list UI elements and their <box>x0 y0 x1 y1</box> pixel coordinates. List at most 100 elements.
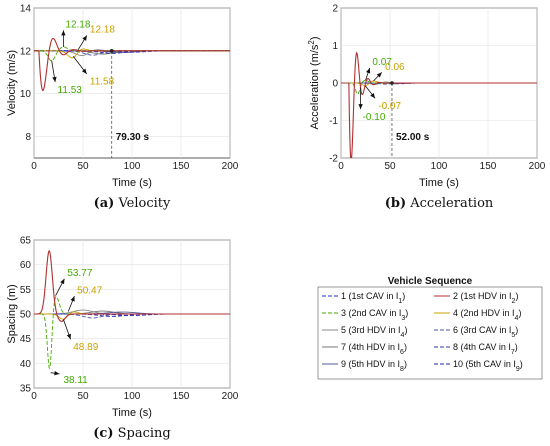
y-tick-label: 45 <box>20 334 32 345</box>
x-tick-label: 0 <box>338 161 344 172</box>
annotation-arrowhead <box>366 68 371 74</box>
annotation-label: 50.47 <box>77 285 102 296</box>
annotation-label: 0.06 <box>385 62 405 73</box>
annotation-arrowhead <box>358 104 363 110</box>
annotation-arrowhead <box>376 72 382 78</box>
y-tick-label: -2 <box>329 154 338 165</box>
velocity-panel: 0 50 100 150 200 8 10 12 14 79.30 s 12.18 12.18 11.… <box>6 4 239 212</box>
y-tick-label: 2 <box>332 4 338 15</box>
spacing-series <box>34 249 230 370</box>
velocity-grid <box>33 7 231 158</box>
legend-label-8: 8 (4th CAV in I7) <box>453 342 518 356</box>
velocity-annotations: 79.30 s 12.18 12.18 11.53 11.58 <box>51 19 150 158</box>
legend-label-1: 1 (1st CAV in I1) <box>341 291 405 305</box>
acceleration-panel: 0 50 100 150 200 -2 -1 0 1 2 52.00 s 0.070.06 -0.07… <box>307 4 546 212</box>
velocity-caption-text: Velocity <box>117 196 171 211</box>
annotation-arrowhead <box>66 333 71 340</box>
annotation-label: 38.11 <box>63 375 88 386</box>
x-tick-label: 0 <box>31 161 37 172</box>
x-tick-label: 200 <box>529 161 546 172</box>
acceleration-caption: (b) Acceleration <box>385 196 494 211</box>
annotation-label: 53.77 <box>67 268 92 279</box>
annotation-arrowhead <box>81 68 87 74</box>
y-tick-label: -1 <box>329 116 338 127</box>
acceleration-annotations: 52.00 s 0.070.06 -0.07-0.10 <box>358 57 430 158</box>
annotation-arrowhead <box>70 296 75 302</box>
annotation-arrowhead <box>61 30 66 36</box>
velocity-caption-letter: (a) <box>94 196 115 211</box>
spacing-annotations: 53.77 50.47 48.89 38.11 <box>50 268 103 386</box>
x-tick-label: 50 <box>384 161 396 172</box>
x-tick-label: 0 <box>31 391 37 402</box>
y-tick-label: 8 <box>25 132 31 143</box>
annotation-arrowhead <box>60 278 65 285</box>
y-tick-label: 60 <box>20 260 32 271</box>
spacing-ticks: 0 50 100 150 200 35 40 45 50 55 60 65 <box>20 236 239 403</box>
legend-items: 1 (1st CAV in I1) 2 (1st HDV in I2) 3 (2nd… <box>322 291 523 373</box>
x-tick-label: 200 <box>222 391 239 402</box>
y-tick-label: 40 <box>20 359 32 370</box>
x-tick-label: 100 <box>124 161 141 172</box>
annotation-label: 48.89 <box>73 342 98 353</box>
y-tick-label: 10 <box>20 89 32 100</box>
settling-time-label: 52.00 s <box>396 132 430 143</box>
y-tick-label: 35 <box>20 384 32 395</box>
series-line-2 <box>341 51 537 158</box>
series-line-2 <box>34 249 230 322</box>
annotation-label: 11.58 <box>90 77 115 88</box>
y-tick-label: 65 <box>20 236 32 247</box>
spacing-ylabel: Spacing (m) <box>6 284 18 343</box>
velocity-ylabel: Velocity (m/s) <box>6 50 18 116</box>
x-tick-label: 50 <box>77 391 89 402</box>
legend-box <box>317 286 543 380</box>
acceleration-xlabel: Time (s) <box>419 177 459 189</box>
x-tick-label: 150 <box>480 161 497 172</box>
y-tick-label: 14 <box>20 4 32 15</box>
y-tick-label: 1 <box>332 41 338 52</box>
series-line-2 <box>34 37 230 92</box>
annotation-arrowhead <box>52 76 57 83</box>
spacing-caption-letter: (c) <box>93 426 113 441</box>
y-tick-label: 50 <box>20 310 32 321</box>
x-tick-label: 150 <box>173 391 190 402</box>
annotation-label: 12.18 <box>65 19 90 30</box>
legend-label-9: 9 (5th HDV in I8) <box>341 359 407 373</box>
settling-time-label: 79.30 s <box>116 132 150 143</box>
spacing-caption-text: Spacing <box>118 426 171 441</box>
annotation-label: 12.18 <box>90 25 115 36</box>
x-tick-label: 100 <box>124 391 141 402</box>
settling-time-point <box>109 49 114 53</box>
legend-label-4: 4 (2nd HDV in I4) <box>453 308 521 322</box>
x-tick-label: 200 <box>222 161 239 172</box>
annotation-label: 0.07 <box>372 57 392 68</box>
annotation-arrowhead <box>82 35 87 41</box>
acceleration-ticks: 0 50 100 150 200 -2 -1 0 1 2 <box>329 4 546 173</box>
annotation-arrowhead <box>54 371 60 376</box>
velocity-xlabel: Time (s) <box>112 177 152 189</box>
y-tick-label: 0 <box>332 79 338 90</box>
y-tick-label: 55 <box>20 285 32 296</box>
settling-time-point <box>390 81 394 85</box>
spacing-panel: 0 50 100 150 200 35 40 45 50 55 60 65 53.77 50.47 48.… <box>6 236 239 442</box>
acceleration-series <box>341 51 537 158</box>
annotation-label: -0.10 <box>363 112 386 123</box>
spacing-caption: (c) Spacing <box>93 426 170 441</box>
annotation-arrowhead <box>370 92 376 99</box>
x-tick-label: 150 <box>173 161 190 172</box>
legend-label-5: 5 (3rd HDV in I4) <box>341 325 407 339</box>
acceleration-ylabel: Acceleration (m/s2) <box>307 36 322 129</box>
legend-label-6: 6 (3rd CAV in I5) <box>453 325 518 339</box>
x-tick-label: 100 <box>431 161 448 172</box>
y-tick-label: 12 <box>20 46 32 57</box>
velocity-ticks: 0 50 100 150 200 8 10 12 14 <box>20 4 239 173</box>
velocity-caption: (a) Velocity <box>94 196 171 211</box>
legend-label-2: 2 (1st HDV in I2) <box>453 291 518 305</box>
acceleration-caption-letter: (b) <box>385 196 406 211</box>
annotation-label: 11.53 <box>58 85 83 96</box>
acceleration-caption-text: Acceleration <box>409 196 494 211</box>
x-tick-label: 50 <box>77 161 89 172</box>
spacing-xlabel: Time (s) <box>112 407 152 419</box>
legend-label-10: 10 (5th CAV in I9) <box>453 359 523 373</box>
legend-label-7: 7 (4th HDV in I6) <box>341 342 407 356</box>
